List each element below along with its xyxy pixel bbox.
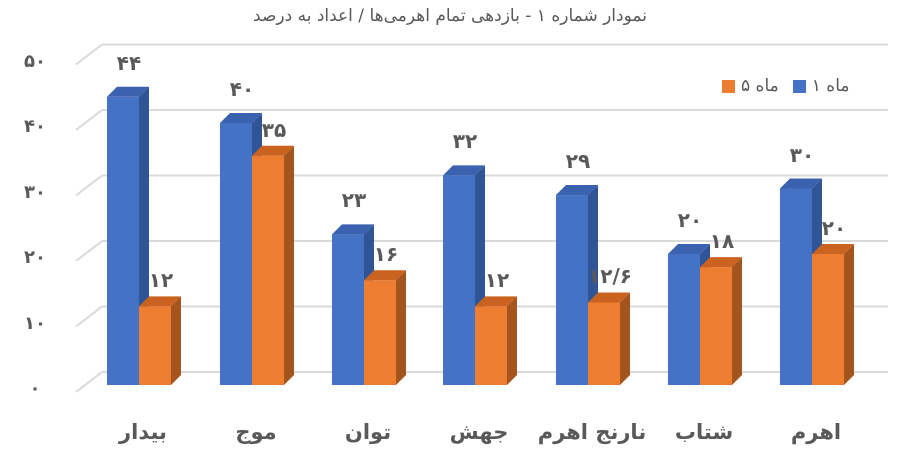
data-label: ۲۰ bbox=[821, 216, 847, 240]
y-tick-label: ۵۰ bbox=[24, 50, 46, 72]
bar-5-month bbox=[812, 244, 854, 385]
legend-item-5-month: ۵ ماه bbox=[722, 76, 779, 96]
data-label: ۳۲ bbox=[452, 129, 478, 154]
chart-title: نمودار شماره ۱ - بازدهی تمام اهرمی‌ها / … bbox=[253, 6, 647, 26]
data-label: ۲۹ bbox=[565, 149, 591, 174]
x-tick-label: نارنج اهرم bbox=[537, 420, 647, 444]
data-label: ۲۰ bbox=[677, 208, 703, 232]
x-tick-label: موج bbox=[235, 420, 277, 444]
data-label: ۴۴ bbox=[116, 50, 142, 75]
legend-item-1-month: ۱ ماه bbox=[792, 76, 850, 96]
bar-1-month bbox=[443, 165, 485, 385]
y-tick-label: ۰ bbox=[29, 378, 41, 399]
y-tick-label: ۲۰ bbox=[24, 247, 46, 268]
data-label: ۱۲ bbox=[484, 268, 510, 293]
data-label: ۱۸ bbox=[709, 229, 735, 254]
bar-5-month bbox=[364, 270, 406, 385]
data-label: ۱۶ bbox=[373, 242, 399, 267]
data-label: ۳۰ bbox=[789, 142, 815, 167]
x-tick-label: اهرم bbox=[790, 420, 842, 444]
bar-1-month bbox=[556, 185, 598, 385]
legend-swatch-orange bbox=[722, 79, 735, 93]
y-tick-label: ۳۰ bbox=[24, 181, 46, 203]
gridline bbox=[75, 109, 888, 131]
data-label: ۱۲/۶ bbox=[588, 264, 632, 289]
bar-5-month bbox=[700, 257, 742, 385]
legend-label: ۵ ماه bbox=[741, 76, 779, 96]
bar-5-month bbox=[139, 296, 181, 385]
bar-5-month bbox=[588, 292, 630, 385]
x-tick-label: توان bbox=[344, 420, 392, 444]
y-tick-label: ۴۰ bbox=[24, 116, 46, 137]
x-tick-label: شتاب bbox=[674, 420, 734, 444]
data-label: ۲۳ bbox=[341, 188, 367, 213]
bar-1-month bbox=[107, 86, 149, 386]
legend: ۵ ماه ۱ ماه bbox=[722, 76, 850, 96]
gridline bbox=[75, 43, 888, 66]
legend-swatch-blue bbox=[792, 79, 806, 93]
y-tick-label: ۱۰ bbox=[24, 312, 46, 334]
data-label: ۳۵ bbox=[261, 117, 287, 142]
bar-5-month bbox=[475, 296, 517, 385]
x-tick-label: جهش bbox=[449, 420, 509, 444]
x-tick-label: بیدار bbox=[119, 420, 167, 444]
data-label: ۴۰ bbox=[229, 77, 255, 101]
bar-5-month bbox=[252, 145, 294, 385]
data-label: ۱۲ bbox=[148, 268, 174, 293]
legend-label: ۱ ماه bbox=[811, 76, 850, 96]
